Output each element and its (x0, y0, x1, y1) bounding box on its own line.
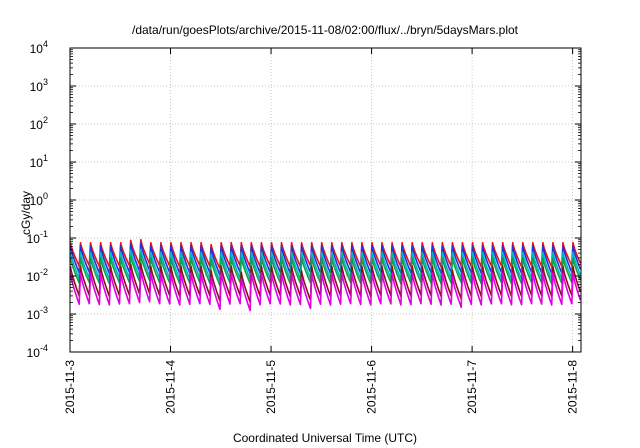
y-tick-base: 10 (30, 194, 44, 208)
y-tick-exponent: -2 (40, 267, 48, 277)
y-tick-label: 100 (30, 191, 48, 208)
y-tick-label: 102 (30, 115, 48, 132)
x-tick-label: 2015-11-8 (566, 360, 580, 414)
y-tick-base: 10 (30, 118, 44, 132)
series-line (69, 254, 582, 287)
series-line (69, 269, 582, 312)
y-tick-base: 10 (30, 42, 44, 56)
y-tick-base: 10 (27, 308, 41, 322)
y-tick-base: 10 (27, 346, 41, 360)
series-line (69, 238, 582, 270)
y-tick-base: 10 (30, 156, 44, 170)
y-tick-label: 103 (30, 77, 48, 94)
y-tick-label: 101 (30, 153, 48, 170)
x-tick-label: 2015-11-6 (365, 360, 379, 414)
y-tick-label: 10-3 (27, 305, 48, 322)
data-series (69, 238, 582, 312)
x-axis-ticks: 2015-11-3 2015-11-4 2015-11-5 2015-11-6 2015… (63, 48, 580, 414)
y-tick-base: 10 (27, 270, 41, 284)
y-tick-exponent: -1 (40, 229, 48, 239)
y-tick-exponent: 1 (43, 153, 48, 163)
y-tick-base: 10 (30, 80, 44, 94)
y-tick-exponent: 2 (43, 115, 48, 125)
grid-lines (70, 48, 581, 352)
series-line (69, 262, 582, 303)
y-tick-label: 10-4 (27, 343, 48, 360)
y-tick-base: 10 (27, 232, 41, 246)
y-tick-exponent: 4 (43, 39, 48, 49)
y-tick-exponent: 3 (43, 77, 48, 87)
x-tick-label: 2015-11-7 (465, 360, 479, 414)
series-line (69, 242, 582, 277)
x-tick-label: 2015-11-4 (164, 360, 178, 414)
x-axis-label: Coordinated Universal Time (UTC) (233, 431, 417, 445)
chart-title: /data/run/goesPlots/archive/2015-11-08/0… (132, 23, 519, 37)
y-axis-label: cGy/day (19, 191, 33, 235)
y-tick-exponent: -3 (40, 305, 48, 315)
y-tick-label: 10-2 (27, 267, 48, 284)
x-tick-label: 2015-11-3 (63, 360, 77, 414)
y-tick-label: 104 (30, 39, 48, 56)
y-tick-label: 10-1 (27, 229, 48, 246)
y-tick-exponent: -4 (40, 343, 48, 353)
series-line (69, 248, 582, 282)
x-tick-label: 2015-11-5 (264, 360, 278, 414)
y-tick-exponent: 0 (43, 191, 48, 201)
